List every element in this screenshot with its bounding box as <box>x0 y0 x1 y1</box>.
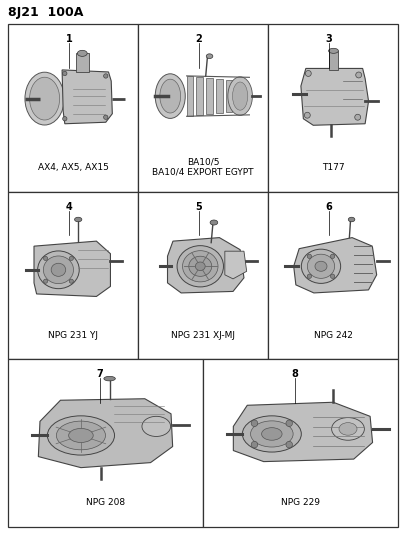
Ellipse shape <box>155 74 185 118</box>
Circle shape <box>285 441 292 448</box>
Circle shape <box>69 256 73 261</box>
Bar <box>196 77 203 115</box>
Circle shape <box>43 279 48 283</box>
Polygon shape <box>62 70 112 124</box>
Bar <box>8 192 138 359</box>
Text: NPG 229: NPG 229 <box>280 498 319 507</box>
Ellipse shape <box>301 249 340 284</box>
Ellipse shape <box>160 79 180 113</box>
Text: BA10/4 EXPORT EGYPT: BA10/4 EXPORT EGYPT <box>152 168 253 177</box>
Ellipse shape <box>51 263 65 276</box>
Ellipse shape <box>182 251 217 282</box>
Ellipse shape <box>69 429 93 442</box>
Text: 3: 3 <box>325 34 332 44</box>
Ellipse shape <box>250 421 292 447</box>
Circle shape <box>355 72 361 78</box>
Bar <box>206 78 212 114</box>
Circle shape <box>103 115 108 119</box>
Circle shape <box>306 254 311 259</box>
Bar <box>186 76 193 116</box>
Bar <box>225 80 232 112</box>
Ellipse shape <box>261 427 282 440</box>
Text: NPG 231 XJ-MJ: NPG 231 XJ-MJ <box>170 330 235 340</box>
Circle shape <box>251 441 257 448</box>
Circle shape <box>306 274 311 278</box>
Circle shape <box>63 117 67 121</box>
Ellipse shape <box>43 256 73 284</box>
Ellipse shape <box>195 262 205 271</box>
Circle shape <box>63 71 67 76</box>
Text: 5: 5 <box>195 202 202 212</box>
Bar <box>138 192 267 359</box>
Text: NPG 208: NPG 208 <box>86 498 125 507</box>
Text: 8: 8 <box>290 369 298 379</box>
Bar <box>138 24 267 192</box>
Text: 7: 7 <box>96 369 103 379</box>
Circle shape <box>251 420 257 426</box>
Circle shape <box>285 420 292 426</box>
Ellipse shape <box>74 217 82 222</box>
Ellipse shape <box>328 49 338 53</box>
Ellipse shape <box>347 217 354 222</box>
Ellipse shape <box>331 417 363 440</box>
Ellipse shape <box>25 72 64 125</box>
Ellipse shape <box>232 82 247 110</box>
Ellipse shape <box>103 376 115 381</box>
Circle shape <box>103 74 108 78</box>
Bar <box>203 359 397 527</box>
Circle shape <box>43 256 48 261</box>
Bar <box>328 51 337 70</box>
Text: 2: 2 <box>195 34 202 44</box>
Text: 6: 6 <box>325 202 332 212</box>
Circle shape <box>354 114 360 120</box>
Polygon shape <box>224 251 246 279</box>
Ellipse shape <box>242 416 301 452</box>
Polygon shape <box>233 402 372 462</box>
Circle shape <box>69 279 73 283</box>
Text: AX4, AX5, AX15: AX4, AX5, AX15 <box>37 163 108 172</box>
Bar <box>8 24 138 192</box>
Text: NPG 242: NPG 242 <box>313 330 352 340</box>
Polygon shape <box>300 68 368 125</box>
Bar <box>8 359 203 527</box>
Circle shape <box>330 274 334 278</box>
Ellipse shape <box>47 416 114 455</box>
Bar <box>267 24 397 192</box>
Polygon shape <box>34 241 110 296</box>
Ellipse shape <box>210 220 217 225</box>
Ellipse shape <box>314 261 326 271</box>
Text: T177: T177 <box>321 163 343 172</box>
Ellipse shape <box>227 77 252 115</box>
Polygon shape <box>293 238 376 293</box>
Ellipse shape <box>56 421 105 450</box>
Ellipse shape <box>188 256 211 276</box>
Bar <box>75 53 89 72</box>
Circle shape <box>305 70 310 76</box>
Ellipse shape <box>176 246 223 287</box>
Ellipse shape <box>30 77 59 120</box>
Circle shape <box>330 254 334 259</box>
Bar <box>235 81 242 111</box>
Text: 4: 4 <box>65 202 72 212</box>
Text: 1: 1 <box>65 34 72 44</box>
Ellipse shape <box>142 416 170 437</box>
Text: NPG 231 YJ: NPG 231 YJ <box>48 330 98 340</box>
Circle shape <box>304 112 310 118</box>
Polygon shape <box>167 238 243 293</box>
Ellipse shape <box>206 54 212 59</box>
Ellipse shape <box>77 50 87 56</box>
Text: BA10/5: BA10/5 <box>186 158 219 167</box>
Ellipse shape <box>38 251 79 289</box>
Ellipse shape <box>338 423 356 435</box>
Polygon shape <box>38 399 172 467</box>
Bar <box>267 192 397 359</box>
Bar <box>216 79 222 113</box>
Ellipse shape <box>307 254 334 278</box>
Text: 8J21  100A: 8J21 100A <box>8 6 83 19</box>
